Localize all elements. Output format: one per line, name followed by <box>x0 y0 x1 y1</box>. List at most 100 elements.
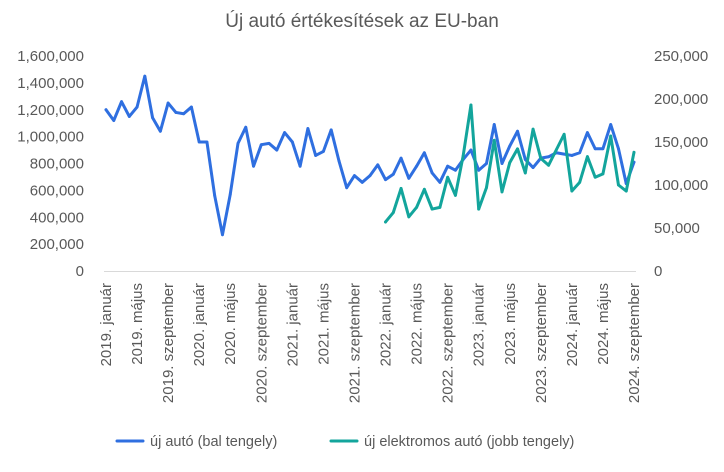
x-axis-tick-label: 2021. szeptember <box>346 283 363 403</box>
x-axis-tick-label: 2020. május <box>222 283 239 365</box>
data-point <box>601 172 605 176</box>
right-axis-tick-label: 100,000 <box>654 177 708 194</box>
legend: új autó (bal tengely) új elektromos autó … <box>115 434 574 450</box>
data-point <box>632 150 636 154</box>
data-point <box>454 193 457 197</box>
data-point <box>469 103 473 107</box>
data-point <box>523 171 527 175</box>
data-point <box>283 131 286 134</box>
data-point <box>562 132 566 136</box>
data-point <box>244 125 248 129</box>
data-point <box>407 176 411 180</box>
data-point <box>531 166 535 169</box>
x-axis-tick-label: 2024. május <box>595 283 612 365</box>
axes: 0 200,000 400,000 600,000 800,000 1,000,000 1,… <box>17 48 708 403</box>
data-point <box>298 164 302 168</box>
data-point <box>578 151 582 155</box>
data-point <box>407 215 411 219</box>
data-point <box>500 162 504 165</box>
data-point <box>376 163 380 167</box>
data-point <box>166 101 170 105</box>
data-point <box>539 156 543 160</box>
left-axis-tick-label: 0 <box>76 263 84 280</box>
data-point <box>120 100 123 104</box>
data-point <box>415 164 418 168</box>
data-point <box>267 141 271 145</box>
left-axis-tick-label: 1,400,000 <box>17 75 84 92</box>
x-axis-tick-label: 2019. január <box>98 283 115 366</box>
data-point <box>221 233 224 237</box>
x-axis-tick-label: 2019. május <box>129 283 146 365</box>
data-point <box>399 156 403 160</box>
data-point <box>205 140 209 144</box>
data-point <box>485 162 488 165</box>
data-point <box>586 131 589 134</box>
data-point <box>477 207 481 211</box>
data-point <box>562 152 566 156</box>
data-point <box>508 144 512 148</box>
data-point <box>609 123 613 126</box>
data-point <box>259 143 263 147</box>
data-point <box>143 74 147 78</box>
data-point <box>430 207 434 211</box>
data-point <box>190 105 193 109</box>
data-point <box>454 168 457 172</box>
data-point <box>174 111 178 114</box>
data-point <box>430 171 434 175</box>
data-point <box>438 180 442 184</box>
legend-label: új autó (bal tengely) <box>150 434 277 450</box>
data-point <box>570 189 574 193</box>
x-axis-tick-label: 2019. szeptember <box>160 283 177 403</box>
data-point <box>415 205 418 209</box>
data-point <box>290 140 294 144</box>
data-point <box>523 158 527 161</box>
data-point <box>624 189 628 193</box>
data-point <box>516 129 519 133</box>
data-point <box>353 174 356 177</box>
data-point <box>228 193 232 196</box>
data-point <box>182 112 186 116</box>
x-axis-tick-label: 2022. május <box>409 283 426 365</box>
left-axis-tick-label: 600,000 <box>30 182 84 199</box>
plot-lines <box>104 74 636 237</box>
data-point <box>554 148 558 152</box>
data-point <box>593 147 597 151</box>
data-point <box>586 155 589 159</box>
x-axis-tick-label: 2021. május <box>315 283 332 365</box>
data-point <box>322 150 325 153</box>
right-axis-tick-label: 50,000 <box>654 220 700 237</box>
x-axis-tick-label: 2024. szeptember <box>626 283 643 403</box>
data-point <box>601 147 605 151</box>
chart-title: Új autó értékesítések az EU-ban <box>225 10 499 32</box>
x-axis-tick-label: 2020. január <box>191 283 208 366</box>
left-axis-tick-label: 1,000,000 <box>17 129 84 146</box>
x-axis-tick-label: 2024. január <box>564 283 581 366</box>
right-axis-tick-label: 150,000 <box>654 134 708 151</box>
x-axis-tick-label: 2023. szeptember <box>533 283 550 403</box>
left-axis-tick-label: 1,200,000 <box>17 102 84 119</box>
data-point <box>422 187 426 191</box>
data-point <box>391 172 395 176</box>
left-axis-tick-label: 800,000 <box>30 156 84 173</box>
data-point <box>438 205 442 209</box>
data-point <box>384 220 387 224</box>
data-point <box>368 174 372 177</box>
data-point <box>578 181 582 184</box>
data-point <box>570 154 574 157</box>
x-axis-tick-label: 2022. január <box>378 283 395 366</box>
data-point <box>236 141 240 145</box>
left-axis-tick-label: 400,000 <box>30 209 84 226</box>
data-point <box>135 105 139 109</box>
data-point <box>609 134 613 138</box>
data-point <box>500 190 504 194</box>
data-point <box>508 161 512 165</box>
data-point <box>306 127 310 130</box>
data-point <box>547 155 550 159</box>
data-point <box>112 119 116 122</box>
data-point <box>384 178 387 182</box>
right-axis-tick-label: 250,000 <box>654 48 708 65</box>
data-point <box>469 148 473 152</box>
data-point <box>337 159 341 163</box>
